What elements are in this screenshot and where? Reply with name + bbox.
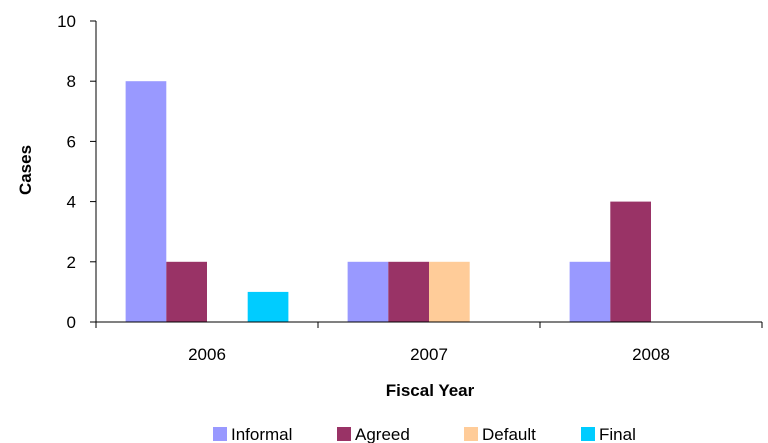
bar-default-2007	[429, 261, 470, 322]
y-tick-label: 0	[67, 313, 76, 332]
legend-label-default: Default	[482, 425, 536, 443]
legend-swatch-final	[581, 427, 595, 441]
bar-agreed-2006	[166, 261, 207, 322]
bar-informal-2007	[347, 261, 389, 322]
y-tick-label: 2	[67, 253, 76, 272]
y-tick-label: 4	[67, 193, 76, 212]
legend-swatch-default	[464, 427, 478, 441]
x-axis-title: Fiscal Year	[386, 381, 475, 400]
bar-final-2006	[247, 291, 289, 322]
legend-swatch-agreed	[337, 427, 351, 441]
bar-agreed-2007	[388, 261, 429, 322]
legend-swatch-informal	[213, 427, 227, 441]
y-axis-ticks: 0 2 4 6 8 10	[57, 12, 96, 332]
legend-label-informal: Informal	[231, 425, 292, 443]
y-axis-title: Cases	[16, 145, 35, 195]
x-axis-ticks: 2006 2007 2008	[95, 322, 763, 364]
x-tick-label: 2007	[410, 345, 448, 364]
x-tick-label: 2006	[188, 345, 226, 364]
x-tick-label: 2008	[632, 345, 670, 364]
y-tick-label: 10	[57, 12, 76, 31]
y-tick-label: 8	[67, 72, 76, 91]
legend-label-agreed: Agreed	[355, 425, 410, 443]
bar-informal-2008	[569, 261, 611, 322]
legend-label-final: Final	[599, 425, 636, 443]
bar-informal-2006	[125, 81, 167, 322]
legend: Informal Agreed Default Final	[213, 425, 636, 443]
bars	[125, 81, 651, 322]
bar-agreed-2008	[610, 201, 651, 322]
y-tick-label: 6	[67, 132, 76, 151]
